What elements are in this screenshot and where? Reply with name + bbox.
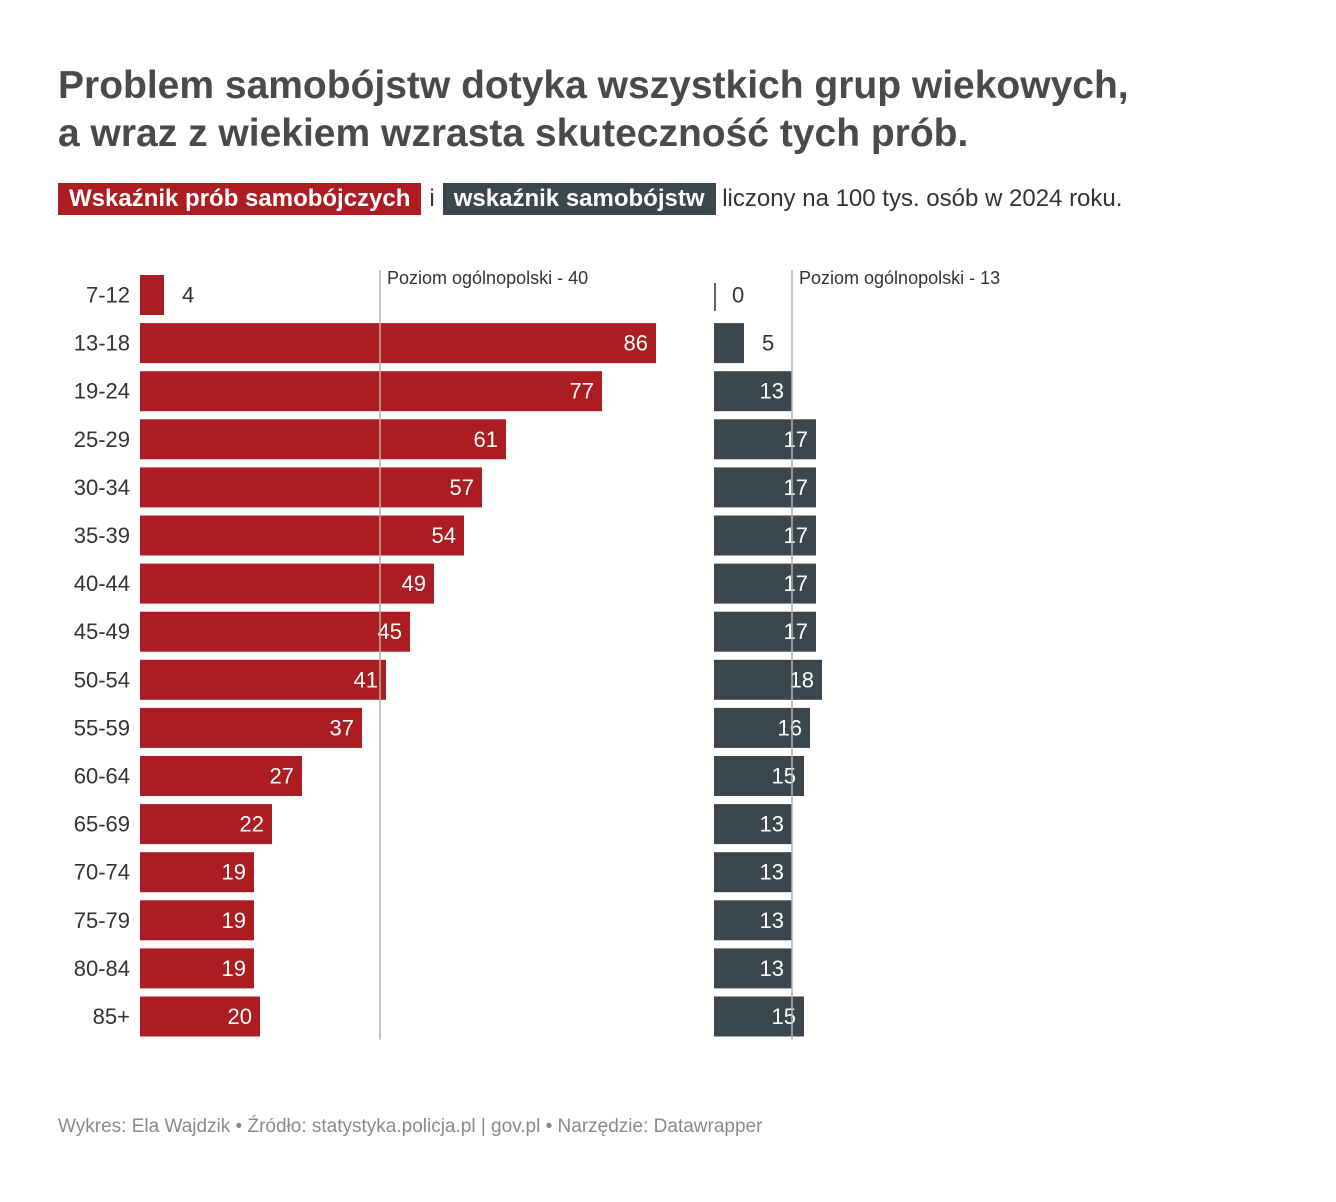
bar-attempts <box>140 323 656 364</box>
value-label-suicides: 16 <box>778 715 802 740</box>
value-label-attempts: 27 <box>270 764 294 789</box>
value-label-attempts: 54 <box>432 523 456 548</box>
bar-suicides <box>714 323 744 364</box>
value-label-attempts: 37 <box>330 715 354 740</box>
value-label-suicides: 0 <box>732 283 744 308</box>
value-label-suicides: 5 <box>762 331 774 356</box>
value-label-suicides: 13 <box>760 860 784 885</box>
value-label-attempts: 20 <box>228 1004 252 1029</box>
legend-suicides: wskaźnik samobójstw <box>442 183 716 215</box>
reference-label-attempts: Poziom ogólnopolski - 40 <box>387 268 588 288</box>
value-label-suicides: 17 <box>784 523 808 548</box>
legend-attempts: Wskaźnik prób samobójczych <box>58 183 422 215</box>
value-label-suicides: 13 <box>760 956 784 981</box>
bar-attempts <box>140 371 602 412</box>
value-label-attempts: 4 <box>182 283 194 308</box>
value-label-attempts: 61 <box>474 427 498 452</box>
category-label: 45-49 <box>74 619 130 644</box>
bar-attempts <box>140 659 386 700</box>
category-label: 85+ <box>93 1004 130 1029</box>
value-label-attempts: 19 <box>222 908 246 933</box>
value-label-suicides: 18 <box>790 667 814 692</box>
bar-chart: 7-12 13-18 19-24 25-29 30-34 35-39 40-44 45-49 5… <box>74 268 1000 1040</box>
bar-suicides <box>714 948 792 989</box>
category-label: 40-44 <box>74 571 130 596</box>
category-label: 19-24 <box>74 379 130 404</box>
chart-title: Problem samobójstw dotyka wszystkich gru… <box>58 62 1288 158</box>
value-label-attempts: 86 <box>624 331 648 356</box>
value-label-attempts: 19 <box>222 860 246 885</box>
value-label-suicides: 13 <box>760 812 784 837</box>
value-label-suicides: 17 <box>784 427 808 452</box>
bar-attempts <box>140 948 254 989</box>
category-label: 7-12 <box>86 283 130 308</box>
bar-suicides <box>714 467 816 508</box>
bar-attempts <box>140 611 410 652</box>
bar-attempts <box>140 804 272 845</box>
value-label-attempts: 57 <box>450 475 474 500</box>
bar-attempts <box>140 563 434 604</box>
value-label-suicides: 17 <box>784 571 808 596</box>
bar-suicides <box>714 900 792 941</box>
value-label-attempts: 45 <box>378 619 402 644</box>
subtitle-rest: liczony na 100 tys. osób w 2024 roku. <box>722 185 1123 212</box>
bar-attempts <box>140 852 254 893</box>
bar-suicides <box>714 756 804 796</box>
bar-attempts <box>140 275 164 315</box>
bar-attempts <box>140 707 362 748</box>
bar-attempts <box>140 515 464 556</box>
chart-title-line-2: a wraz z wiekiem wzrasta skuteczność tyc… <box>58 112 969 155</box>
category-label: 35-39 <box>74 523 130 548</box>
bar-attempts <box>140 419 506 460</box>
category-label: 60-64 <box>74 764 130 789</box>
bar-attempts <box>140 996 260 1037</box>
chart-subtitle: Wskaźnik prób samobójczych i wskaźnik samo… <box>58 181 1122 217</box>
category-label: 13-18 <box>74 331 130 356</box>
bar-suicides <box>714 371 792 412</box>
category-label: 70-74 <box>74 860 130 885</box>
value-label-suicides: 13 <box>760 908 784 933</box>
reference-label-suicides: Poziom ogólnopolski - 13 <box>799 268 1000 288</box>
category-label: 55-59 <box>74 715 130 740</box>
value-label-suicides: 17 <box>784 619 808 644</box>
chart-footer: Wykres: Ela Wajdzik • Źródło: statystyka… <box>58 1116 763 1137</box>
bar-suicides <box>714 611 816 652</box>
value-label-attempts: 22 <box>240 812 264 837</box>
category-label: 65-69 <box>74 812 130 837</box>
bar-suicides <box>714 804 792 845</box>
bar-suicides <box>714 419 816 460</box>
bar-suicides <box>714 563 816 604</box>
category-label: 25-29 <box>74 427 130 452</box>
bar-suicides <box>714 996 804 1037</box>
value-label-attempts: 49 <box>402 571 426 596</box>
category-label: 50-54 <box>74 667 130 692</box>
bar-attempts <box>140 900 254 941</box>
value-label-attempts: 77 <box>570 379 594 404</box>
bar-attempts <box>140 756 302 796</box>
value-label-suicides: 13 <box>760 379 784 404</box>
category-label: 75-79 <box>74 908 130 933</box>
bar-suicides <box>714 659 822 700</box>
category-label: 30-34 <box>74 475 130 500</box>
bar-suicides <box>714 707 810 748</box>
bar-suicides <box>714 852 792 893</box>
subtitle-connector: i <box>429 185 435 212</box>
category-label: 80-84 <box>74 956 130 981</box>
value-label-suicides: 17 <box>784 475 808 500</box>
bar-suicides <box>714 515 816 556</box>
value-label-attempts: 41 <box>354 667 378 692</box>
value-label-attempts: 19 <box>222 956 246 981</box>
chart-title-line-1: Problem samobójstw dotyka wszystkich gru… <box>58 64 1129 107</box>
bar-attempts <box>140 467 482 508</box>
